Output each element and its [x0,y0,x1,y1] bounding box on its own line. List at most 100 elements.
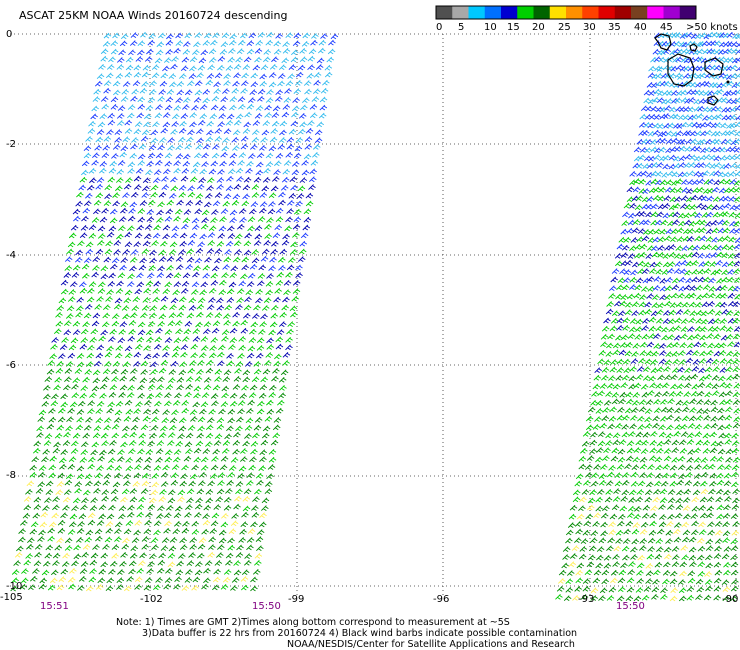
wind-barb [158,32,166,39]
wind-barb [42,448,50,455]
wind-barb [187,425,196,431]
wind-barb [635,195,644,201]
wind-barb [678,285,686,292]
wind-barb [252,496,260,502]
wind-barb [662,318,671,324]
wind-barb [685,130,693,136]
wind-barb [721,261,730,268]
wind-barb [719,381,727,388]
wind-barb [138,560,146,566]
wind-barb [728,236,736,243]
wind-barb [92,96,101,102]
wind-barb [643,366,651,372]
wind-barb [167,137,175,143]
wind-barb [204,560,213,566]
wind-barb [44,497,52,503]
wind-barb [717,407,725,414]
wind-barb [158,256,167,262]
wind-barb [700,121,708,128]
wind-barb [691,276,700,283]
wind-barb [665,276,673,283]
wind-barb [252,120,261,126]
wind-barb [156,384,164,390]
wind-barb [128,440,137,446]
wind-barb [618,569,627,576]
wind-barb [606,471,615,478]
wind-barb [723,561,731,568]
wind-barb [177,496,185,502]
wind-barb [130,191,139,198]
wind-barb [202,97,210,104]
time-label-left: 15:51 [40,601,69,612]
wind-barb [147,39,156,46]
wind-barb [728,211,737,218]
wind-barb [683,513,691,520]
wind-barb [233,240,242,247]
wind-barb [96,400,105,407]
wind-barb [269,384,277,391]
wind-barb [711,374,720,381]
wind-barb [620,228,628,235]
wind-barb [193,41,201,48]
wind-barb [661,334,669,341]
wind-barb [252,432,260,439]
wind-barb [225,185,234,191]
wind-barb [709,480,717,487]
wind-barb [693,170,702,177]
wind-barb [295,200,303,207]
wind-barb [232,448,240,455]
wind-barb [138,440,146,446]
wind-barb [702,447,711,454]
wind-barb [99,449,107,456]
wind-barb [43,560,51,567]
wind-barb [663,448,672,454]
wind-barb [77,400,86,407]
wind-barb [269,63,278,70]
legend-swatch-4 [501,6,518,19]
wind-barb [69,281,78,287]
wind-barb [179,537,187,544]
wind-barb [620,294,629,300]
wind-barb [565,529,574,536]
wind-barb [732,366,740,373]
wind-barb [695,284,703,291]
wind-barb [282,168,290,175]
wind-barb [277,399,285,406]
wind-barb [85,248,94,255]
wind-barb [123,415,132,422]
wind-barb [276,271,285,278]
wind-barb [725,138,733,145]
wind-barb [593,464,601,470]
wind-barb [659,497,668,503]
wind-barb [255,472,264,479]
wind-barb [733,277,740,283]
wind-barb [256,161,264,168]
wind-barb [259,201,268,207]
wind-barb [152,232,161,239]
wind-barb [678,359,687,365]
wind-barb [176,376,185,383]
wind-barb [293,88,302,94]
wind-barb [137,216,146,223]
wind-barb [670,146,678,152]
wind-barb [732,358,740,365]
wind-barb [649,520,657,527]
wind-barb [190,416,198,422]
wind-barb [246,472,254,479]
wind-barb [249,456,257,463]
wind-barb [81,441,89,448]
wind-barb [244,296,252,303]
wind-barb [134,576,143,583]
wind-barb [142,240,151,247]
wind-barb [635,318,644,325]
wind-barb [687,106,696,113]
wind-barb [241,511,249,518]
wind-barb [228,160,237,166]
wind-barb [160,295,169,302]
wind-barb [722,595,731,602]
wind-barb [704,154,712,160]
wind-barb [52,447,61,454]
wind-barb [164,456,173,463]
wind-barb [221,32,230,39]
wind-barb [616,414,625,421]
